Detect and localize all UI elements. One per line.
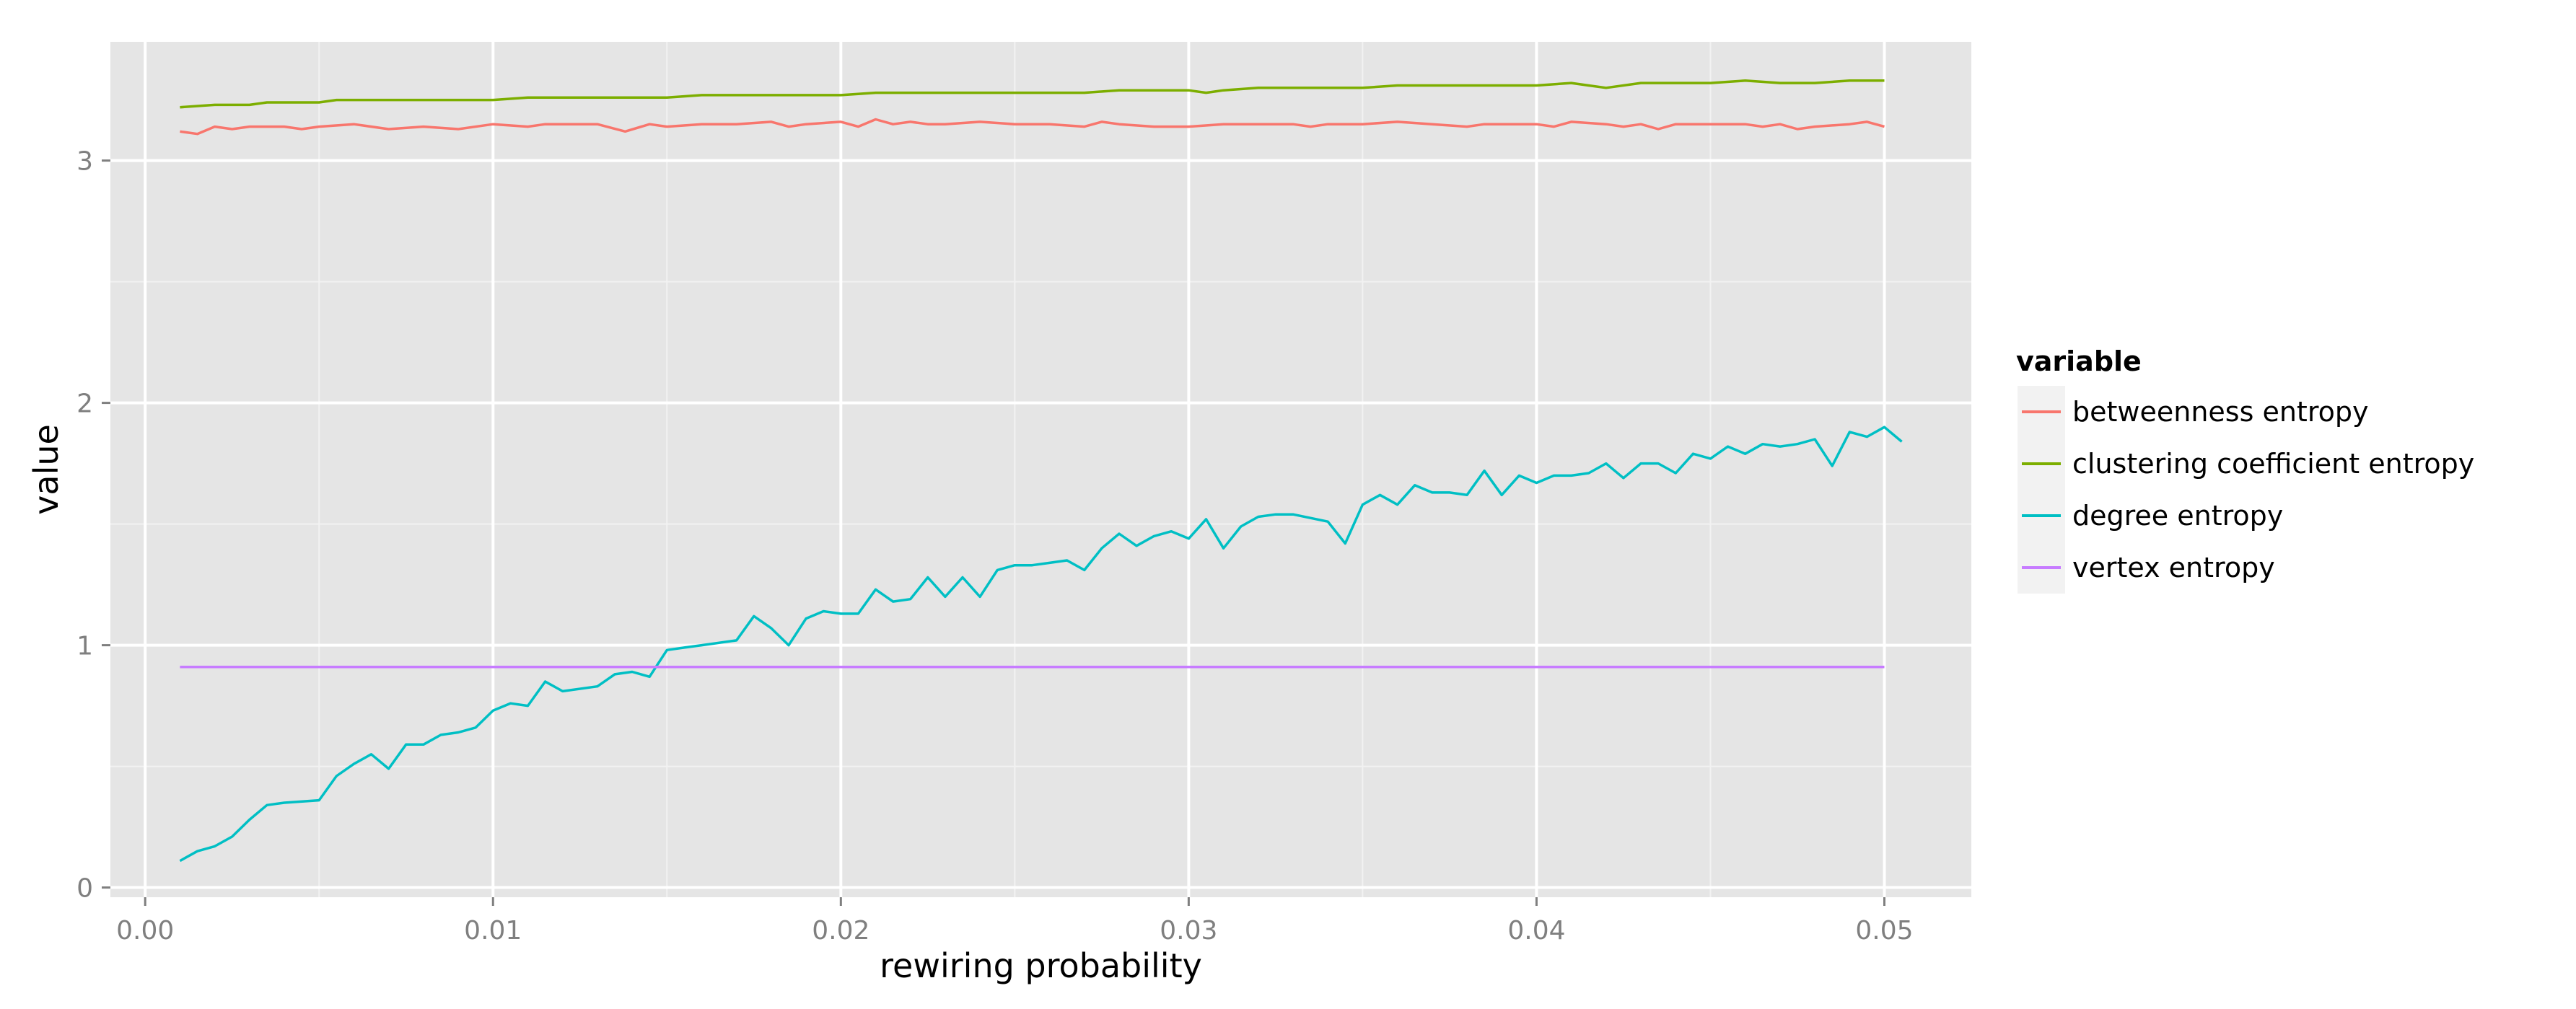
plot-panel	[110, 42, 1971, 897]
y-tick-label: 0	[76, 874, 93, 904]
x-tick-label: 0.05	[1855, 916, 1913, 946]
x-tick-label: 0.02	[812, 916, 869, 946]
legend: variable betweenness entropy clustering c…	[2016, 345, 2474, 594]
series-lines	[179, 79, 1903, 863]
legend-label-betweenness-entropy: betweenness entropy	[2072, 396, 2368, 428]
x-tick-label: 0.01	[464, 916, 522, 946]
minor-gridlines	[110, 42, 1971, 897]
x-axis-title: rewiring probability	[880, 946, 1202, 985]
major-gridlines	[110, 42, 1971, 897]
x-tick-label: 0.04	[1507, 916, 1565, 946]
axis-ticks	[102, 159, 1885, 906]
x-tick-label: 0.00	[116, 916, 174, 946]
legend-label-vertex-entropy: vertex entropy	[2072, 552, 2275, 583]
y-tick-label: 3	[76, 147, 93, 177]
y-tick-label: 1	[76, 632, 93, 661]
legend-items: betweenness entropy clustering coefficien…	[2018, 386, 2474, 594]
legend-title: variable	[2016, 345, 2142, 377]
legend-label-clustering-coefficient-entropy: clustering coefficient entropy	[2072, 448, 2474, 480]
y-tick-label: 2	[76, 389, 93, 419]
legend-label-degree-entropy: degree entropy	[2072, 500, 2283, 532]
series-line-degree-entropy	[179, 426, 1903, 863]
axis-tick-labels: 0.00 0.01 0.02 0.03 0.04 0.05 0 1 2 3	[76, 147, 1913, 946]
series-line-clustering-coefficient-entropy	[180, 79, 1885, 109]
x-tick-label: 0.03	[1160, 916, 1217, 946]
series-line-betweenness-entropy	[180, 118, 1885, 136]
y-axis-title: value	[27, 424, 66, 515]
